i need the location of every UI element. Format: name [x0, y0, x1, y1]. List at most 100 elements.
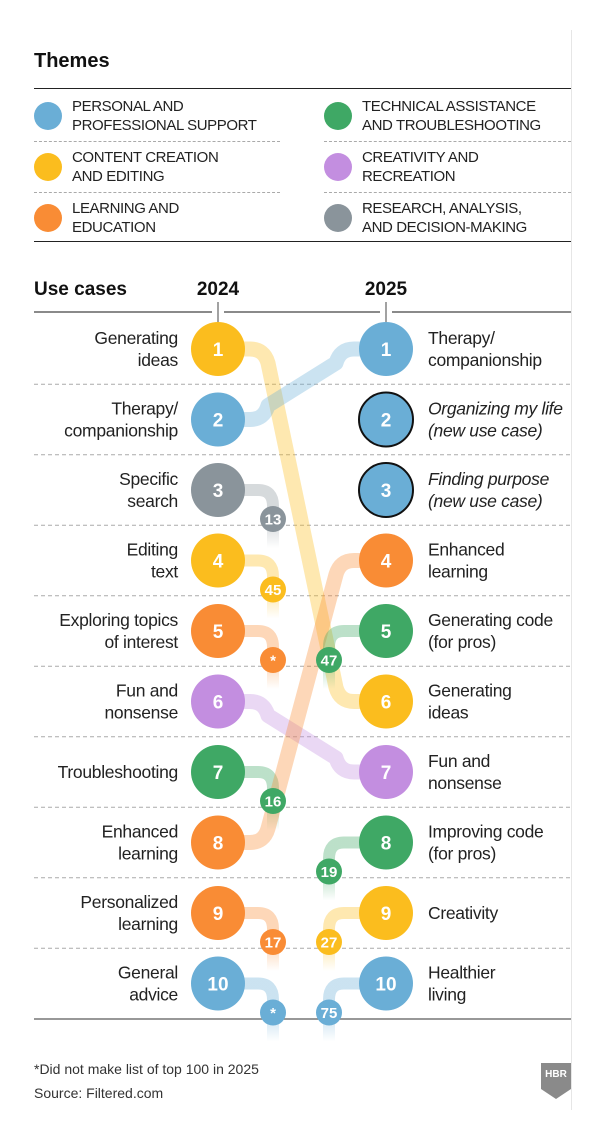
rank-badges: 13 45 * 16 17 * 47 19 27 75	[260, 506, 342, 1026]
rank-circle-right	[358, 462, 414, 518]
use-case-label: learning	[428, 562, 488, 582]
rank-number: 8	[381, 834, 392, 855]
connector-lines	[218, 341, 386, 1042]
rank-number: 7	[213, 763, 224, 784]
rank-number: 10	[207, 975, 228, 996]
legend-dot-icon	[324, 102, 352, 130]
dropout-line	[218, 977, 279, 1042]
legend-label: LEARNING AND EDUCATION	[72, 200, 179, 236]
rank-number: 4	[381, 552, 392, 573]
legend-item-creativity: CREATIVITY AND RECREATION	[324, 142, 571, 193]
legend-item-learning: LEARNING AND EDUCATION	[34, 193, 280, 243]
use-case-label: Improving code	[428, 822, 543, 842]
themes-title: Themes	[34, 50, 110, 72]
rank-badge	[316, 999, 342, 1026]
rank-badge	[316, 647, 342, 673]
dropout-line	[218, 766, 279, 830]
rank-badge-label: 27	[321, 935, 338, 952]
rank-number: 6	[213, 693, 224, 714]
footnote: *Did not make list of top 100 in 2025	[34, 1061, 259, 1077]
rank-number: 10	[375, 975, 396, 996]
rank-badge-label: 45	[265, 582, 282, 599]
use-case-label: Finding purpose	[428, 469, 550, 489]
legend-item-personal: PERSONAL AND PROFESSIONAL SUPPORT	[34, 91, 280, 142]
dropout-line	[218, 625, 279, 689]
rank-badge	[260, 999, 286, 1026]
rank-circle-left	[191, 815, 245, 870]
use-case-label: (new use case)	[428, 491, 542, 511]
source: Source: Filtered.com	[34, 1085, 164, 1101]
rank-circle-right	[359, 745, 413, 799]
connector-line	[218, 341, 386, 427]
legend-dot-icon	[324, 204, 352, 232]
use-case-label: Generating	[94, 328, 178, 348]
rank-circle-left	[191, 533, 245, 588]
legend-dot-icon	[34, 102, 62, 130]
use-case-label: ideas	[138, 350, 179, 370]
use-case-label: Enhanced	[102, 822, 178, 842]
rank-circle-left	[191, 745, 245, 799]
use-case-label: Therapy/	[111, 399, 178, 419]
rank-badge-label: 16	[265, 794, 282, 811]
use-case-label: companionship	[64, 421, 178, 441]
rank-circle-left	[191, 604, 245, 658]
rank-badge-label: 75	[321, 1005, 338, 1022]
dropout-line	[218, 484, 279, 548]
legend-item-research: RESEARCH, ANALYSIS, AND DECISION-MAKING	[324, 193, 571, 243]
rank-number: 8	[213, 834, 224, 855]
legend-label: TECHNICAL ASSISTANCE AND TROUBLESHOOTING	[362, 98, 541, 134]
connector-line	[218, 553, 386, 850]
use-case-label: search	[127, 491, 178, 511]
use-case-label: learning	[118, 914, 178, 934]
use-case-label: Healthier	[428, 963, 496, 983]
legend-item-technical: TECHNICAL ASSISTANCE AND TROUBLESHOOTING	[324, 91, 571, 142]
hbr-logo: HBR	[541, 1063, 571, 1099]
use-case-label: learning	[118, 844, 178, 864]
new-entry-line	[323, 977, 386, 1042]
rank-badge	[260, 647, 286, 673]
rank-circle-right	[359, 533, 413, 588]
use-case-label: General	[118, 963, 178, 983]
use-case-label: Troubleshooting	[58, 762, 178, 782]
use-case-label: Therapy/	[428, 328, 495, 348]
new-entry-line	[323, 907, 386, 971]
use-case-label: Organizing my life	[428, 399, 563, 419]
use-case-label: nonsense	[105, 703, 179, 723]
rank-number: 9	[213, 904, 224, 925]
use-case-label: Fun and	[428, 751, 490, 771]
rank-number: 1	[213, 340, 224, 361]
rank-circle-right	[359, 886, 413, 940]
legend-label: CONTENT CREATION AND EDITING	[72, 149, 219, 185]
dropout-line	[218, 554, 279, 619]
rank-circle-left	[191, 956, 245, 1011]
rank-circle-right	[359, 604, 413, 658]
new-entry-line	[323, 836, 386, 901]
year-2025-label: 2025	[365, 279, 408, 300]
use-case-label: living	[428, 985, 466, 1005]
use-case-label: Creativity	[428, 903, 498, 923]
rank-badge-label: *	[270, 1005, 276, 1022]
legend-item-content: CONTENT CREATION AND EDITING	[34, 142, 280, 193]
rank-badge	[260, 576, 286, 603]
use-case-label: Generating code	[428, 610, 553, 630]
rank-number: 2	[381, 411, 392, 432]
rank-badge-label: 17	[265, 935, 282, 952]
legend-dot-icon	[34, 204, 62, 232]
legend-label: RESEARCH, ANALYSIS, AND DECISION-MAKING	[362, 200, 527, 236]
rank-number: 1	[381, 340, 392, 361]
legend-label: PERSONAL AND PROFESSIONAL SUPPORT	[72, 98, 257, 134]
rank-badge	[260, 788, 286, 814]
use-case-label: Editing	[127, 540, 178, 560]
use-case-label: advice	[129, 985, 178, 1005]
year-2024-label: 2024	[197, 279, 240, 300]
rank-circle-left	[191, 463, 245, 517]
legend-label: CREATIVITY AND RECREATION	[362, 149, 479, 185]
rank-circle-left	[191, 674, 245, 729]
connector-line	[218, 341, 386, 709]
rank-badge-label: *	[270, 653, 276, 670]
rank-circle-right	[359, 674, 413, 729]
rank-badge-label: 13	[265, 512, 282, 529]
use-case-label: companionship	[428, 350, 542, 370]
use-case-label: Enhanced	[428, 540, 504, 560]
